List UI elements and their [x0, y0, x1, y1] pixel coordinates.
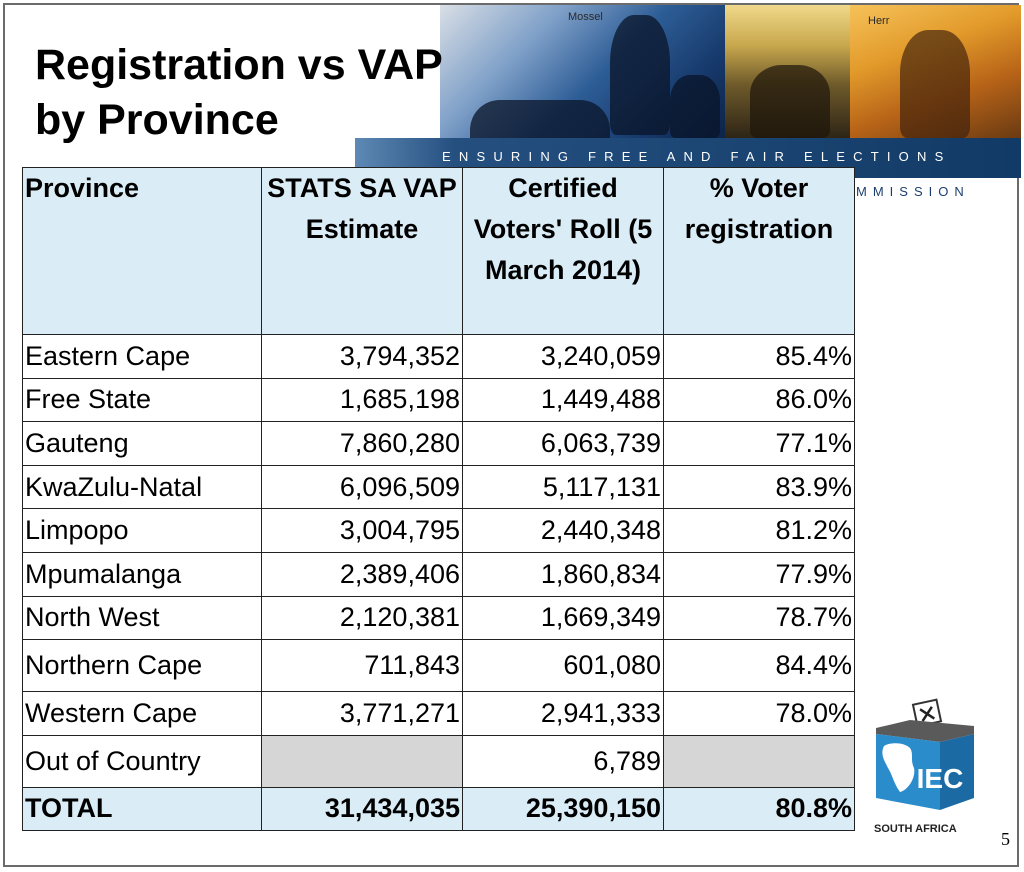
vap-cell: 6,096,509	[261, 464, 463, 510]
pct-cell: 81.2%	[663, 508, 855, 553]
header-vap-estimate: STATS SA VAP Estimate	[261, 167, 463, 335]
province-cell: North West	[22, 595, 262, 641]
logo-caption: SOUTH AFRICA	[874, 823, 957, 835]
table-row: Out of Country 6,789	[22, 734, 855, 788]
vap-cell	[261, 734, 463, 788]
vap-cell: 2,120,381	[261, 595, 463, 641]
pct-cell: 78.0%	[663, 691, 855, 736]
slide-title-line2: by Province	[35, 96, 279, 144]
province-cell: Free State	[22, 377, 262, 423]
roll-cell: 6,063,739	[462, 421, 664, 466]
table-row: Limpopo 3,004,795 2,440,348 81.2%	[22, 508, 855, 553]
vap-cell: 3,794,352	[261, 334, 463, 379]
roll-cell: 3,240,059	[462, 334, 664, 379]
table-row: North West 2,120,381 1,669,349 78.7%	[22, 595, 855, 641]
roll-cell: 2,440,348	[462, 508, 664, 553]
vap-cell: 3,004,795	[261, 508, 463, 553]
total-vap: 31,434,035	[261, 786, 463, 831]
roll-cell: 5,117,131	[462, 464, 664, 510]
logo-text: IEC	[917, 763, 964, 794]
banner-tagline: ENSURING FREE AND FAIR ELECTIONS	[442, 149, 952, 164]
slide-title: Registration vs VAP by Province	[35, 38, 443, 148]
province-cell: Limpopo	[22, 508, 262, 553]
pct-cell: 77.9%	[663, 551, 855, 597]
banner-photo-voter	[850, 5, 1021, 138]
table-row: Western Cape 3,771,271 2,941,333 78.0%	[22, 691, 855, 736]
province-cell: Gauteng	[22, 421, 262, 466]
roll-cell: 1,449,488	[462, 377, 664, 423]
province-cell: Western Cape	[22, 691, 262, 736]
header-photo-banner: Mossel Herr	[440, 5, 1021, 138]
roll-cell: 1,669,349	[462, 595, 664, 641]
pct-cell: 85.4%	[663, 334, 855, 379]
total-pct: 80.8%	[663, 786, 855, 831]
total-roll: 25,390,150	[462, 786, 664, 831]
commission-text: MMISSION	[856, 184, 970, 199]
table-header-row: Province STATS SA VAP Estimate Certified…	[22, 167, 855, 335]
pct-cell	[663, 734, 855, 788]
total-row: TOTAL 31,434,035 25,390,150 80.8%	[22, 786, 855, 831]
roll-cell: 2,941,333	[462, 691, 664, 736]
table-row: Mpumalanga 2,389,406 1,860,834 77.9%	[22, 551, 855, 597]
province-cell: Eastern Cape	[22, 334, 262, 379]
vap-cell: 711,843	[261, 639, 463, 693]
roll-cell: 601,080	[462, 639, 664, 693]
province-cell: Out of Country	[22, 734, 262, 788]
pct-cell: 84.4%	[663, 639, 855, 693]
banner-photo-street	[725, 5, 850, 138]
vap-cell: 7,860,280	[261, 421, 463, 466]
pct-cell: 83.9%	[663, 464, 855, 510]
registration-table: Province STATS SA VAP Estimate Certified…	[22, 167, 855, 831]
vap-cell: 1,685,198	[261, 377, 463, 423]
map-label: Herr	[868, 15, 890, 27]
pct-cell: 78.7%	[663, 595, 855, 641]
table-row: KwaZulu-Natal 6,096,509 5,117,131 83.9%	[22, 464, 855, 510]
province-cell: Northern Cape	[22, 639, 262, 693]
vap-cell: 2,389,406	[261, 551, 463, 597]
roll-cell: 1,860,834	[462, 551, 664, 597]
total-label: TOTAL	[22, 786, 262, 831]
table-row: Free State 1,685,198 1,449,488 86.0%	[22, 377, 855, 423]
province-cell: Mpumalanga	[22, 551, 262, 597]
table-row: Gauteng 7,860,280 6,063,739 77.1%	[22, 421, 855, 466]
ballot-box-africa-icon: IEC	[876, 698, 974, 810]
map-label: Mossel	[568, 11, 603, 23]
table-row: Northern Cape 711,843 601,080 84.4%	[22, 639, 855, 693]
banner-photo-map-crowd: Mossel	[440, 5, 725, 138]
roll-cell: 6,789	[462, 734, 664, 788]
header-voter-registration: % Voter registration	[663, 167, 855, 335]
header-voters-roll: Certified Voters' Roll (5 March 2014)	[462, 167, 664, 335]
pct-cell: 77.1%	[663, 421, 855, 466]
pct-cell: 86.0%	[663, 377, 855, 423]
header-province: Province	[22, 167, 262, 335]
province-cell: KwaZulu-Natal	[22, 464, 262, 510]
slide-title-line1: Registration vs VAP	[35, 41, 443, 89]
page-number: 5	[1001, 829, 1010, 849]
table-row: Eastern Cape 3,794,352 3,240,059 85.4%	[22, 334, 855, 379]
vap-cell: 3,771,271	[261, 691, 463, 736]
